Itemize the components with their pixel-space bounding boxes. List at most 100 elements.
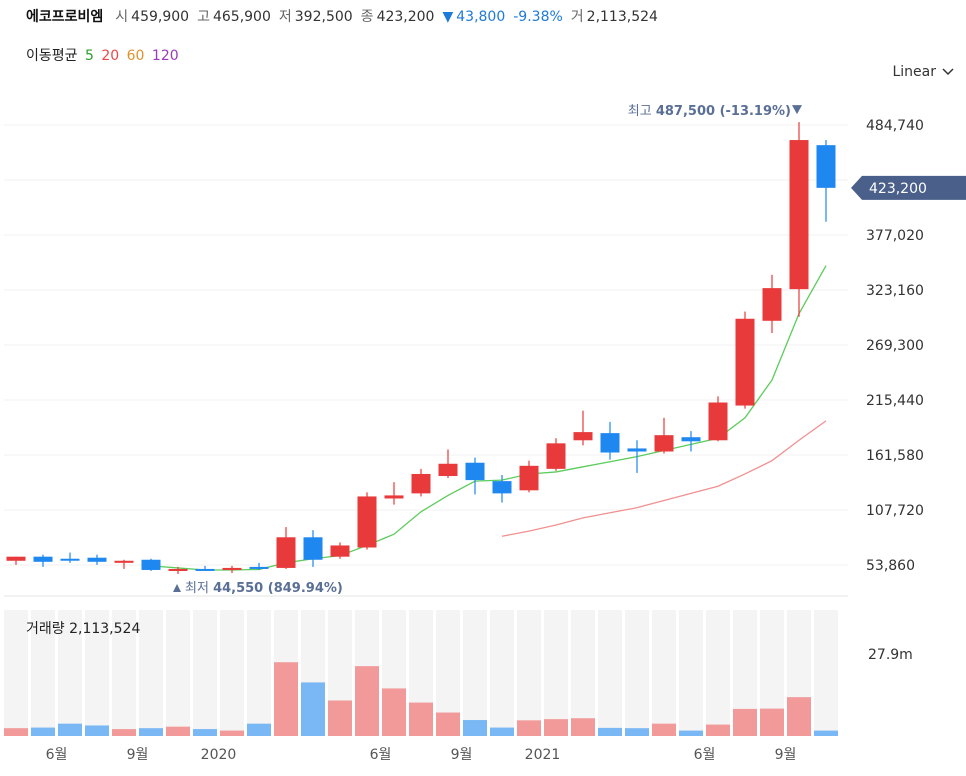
candle: [465, 457, 485, 495]
volume-bar: [382, 688, 406, 736]
volume-column-bg: [166, 610, 190, 736]
price-tick-label: 484,740: [866, 118, 924, 134]
price-annotations: 최고 487,500 (-13.19%) 최저 44,550 (849.94%): [173, 104, 802, 596]
price-tick-label: 377,020: [866, 228, 924, 244]
volume-column-bg: [463, 610, 487, 736]
moving-average-legend[interactable]: 이동평균 5 20 60 120: [26, 45, 182, 65]
volume-bar: [571, 718, 595, 736]
volume-bar: [85, 725, 109, 736]
volume-column-bg: [220, 610, 244, 736]
volume-bar: [166, 726, 190, 736]
max-marker-icon: [792, 105, 802, 115]
time-axis: 6월 9월 2020 6월 9월 2021 6월 9월: [46, 747, 797, 763]
price-tick-label: 269,300: [866, 338, 924, 354]
candle: [438, 449, 458, 479]
moving-average-lines: [150, 265, 827, 571]
candle-body: [141, 559, 161, 570]
volume-column-bg: [247, 610, 271, 736]
candle: [762, 274, 782, 334]
candle: [141, 558, 161, 571]
candle-body: [330, 545, 350, 557]
candle-body: [546, 443, 566, 469]
volume-column-bg: [301, 610, 325, 736]
max-price-annotation: 최고 487,500 (-13.19%): [628, 104, 791, 119]
candle-body: [681, 437, 701, 442]
ma60-line: [501, 420, 827, 537]
candle-body: [735, 318, 755, 406]
scale-dropdown[interactable]: Linear: [892, 64, 954, 80]
candle: [33, 554, 53, 567]
volume-bar: [31, 727, 55, 736]
volume-bar: [409, 702, 433, 736]
candle: [627, 440, 647, 473]
candle: [384, 482, 404, 505]
volume-column-bg: [679, 610, 703, 736]
candle: [276, 527, 296, 569]
candle: [87, 554, 107, 565]
time-tick-label: 6월: [46, 747, 68, 763]
time-tick-label: 2020: [201, 747, 237, 763]
volume-column-bg: [58, 610, 82, 736]
candle: [222, 565, 242, 574]
candle: [681, 431, 701, 452]
candle-body: [168, 568, 188, 571]
candle-body: [708, 402, 728, 441]
chevron-down-icon: [942, 68, 954, 76]
volume-axis-label: 27.9m: [868, 647, 913, 663]
price-axis: 484,740 377,020 323,160 269,300 215,440 161,5…: [866, 118, 924, 574]
last-price-label: 423,200: [869, 181, 927, 197]
ma-20: 20: [101, 48, 120, 64]
candle-body: [384, 495, 404, 499]
volume-column-bg: [760, 610, 784, 736]
volume-bar: [328, 700, 352, 736]
ma-120: 120: [151, 48, 179, 64]
time-tick-label: 6월: [370, 747, 392, 763]
open-label: 시: [115, 9, 129, 25]
price-tick-label: 215,440: [866, 393, 924, 409]
time-tick-label: 9월: [451, 747, 473, 763]
volume-bar: [517, 720, 541, 736]
last-price-tag: [851, 175, 966, 200]
ma-60: 60: [126, 48, 145, 64]
candle-body: [573, 432, 593, 441]
time-tick-label: 2021: [525, 747, 561, 763]
candle-body: [33, 556, 53, 562]
volume-column-bg: [517, 610, 541, 736]
volume-column-bg: [733, 610, 757, 736]
candle: [600, 421, 620, 460]
volume-panel: 거래량 2,113,524 27.9m: [4, 610, 913, 736]
candle: [6, 556, 26, 565]
candle-body: [276, 537, 296, 568]
ma-5: 5: [84, 48, 94, 64]
candle-body: [6, 556, 26, 561]
candle: [168, 566, 188, 575]
candle: [735, 311, 755, 409]
candle-body: [519, 465, 539, 491]
candle-body: [249, 566, 269, 569]
volume-value: 2,113,524: [586, 9, 658, 25]
change-down-icon: ▼: [442, 9, 454, 25]
candle-body: [438, 463, 458, 477]
candle-body: [195, 568, 215, 571]
volume-bar: [463, 720, 487, 736]
candle-body: [627, 448, 647, 452]
candle-body: [87, 557, 107, 562]
candle: [411, 468, 431, 497]
price-grid: [4, 124, 848, 597]
price-tick-label: 107,720: [866, 503, 924, 519]
candle-body: [411, 473, 431, 494]
volume-bar: [598, 727, 622, 736]
volume-column-bg: [625, 610, 649, 736]
volume-bar: [355, 666, 379, 736]
volume-bar: [4, 728, 28, 736]
candle: [816, 140, 836, 222]
candle: [708, 396, 728, 442]
candle: [546, 438, 566, 471]
volume-bar: [733, 708, 757, 736]
volume-bar: [814, 730, 838, 736]
volume-column-bg: [652, 610, 676, 736]
min-marker-icon: [173, 584, 181, 592]
low-label: 저: [278, 9, 292, 25]
volume-panel-label: 거래량 2,113,524: [26, 621, 140, 637]
